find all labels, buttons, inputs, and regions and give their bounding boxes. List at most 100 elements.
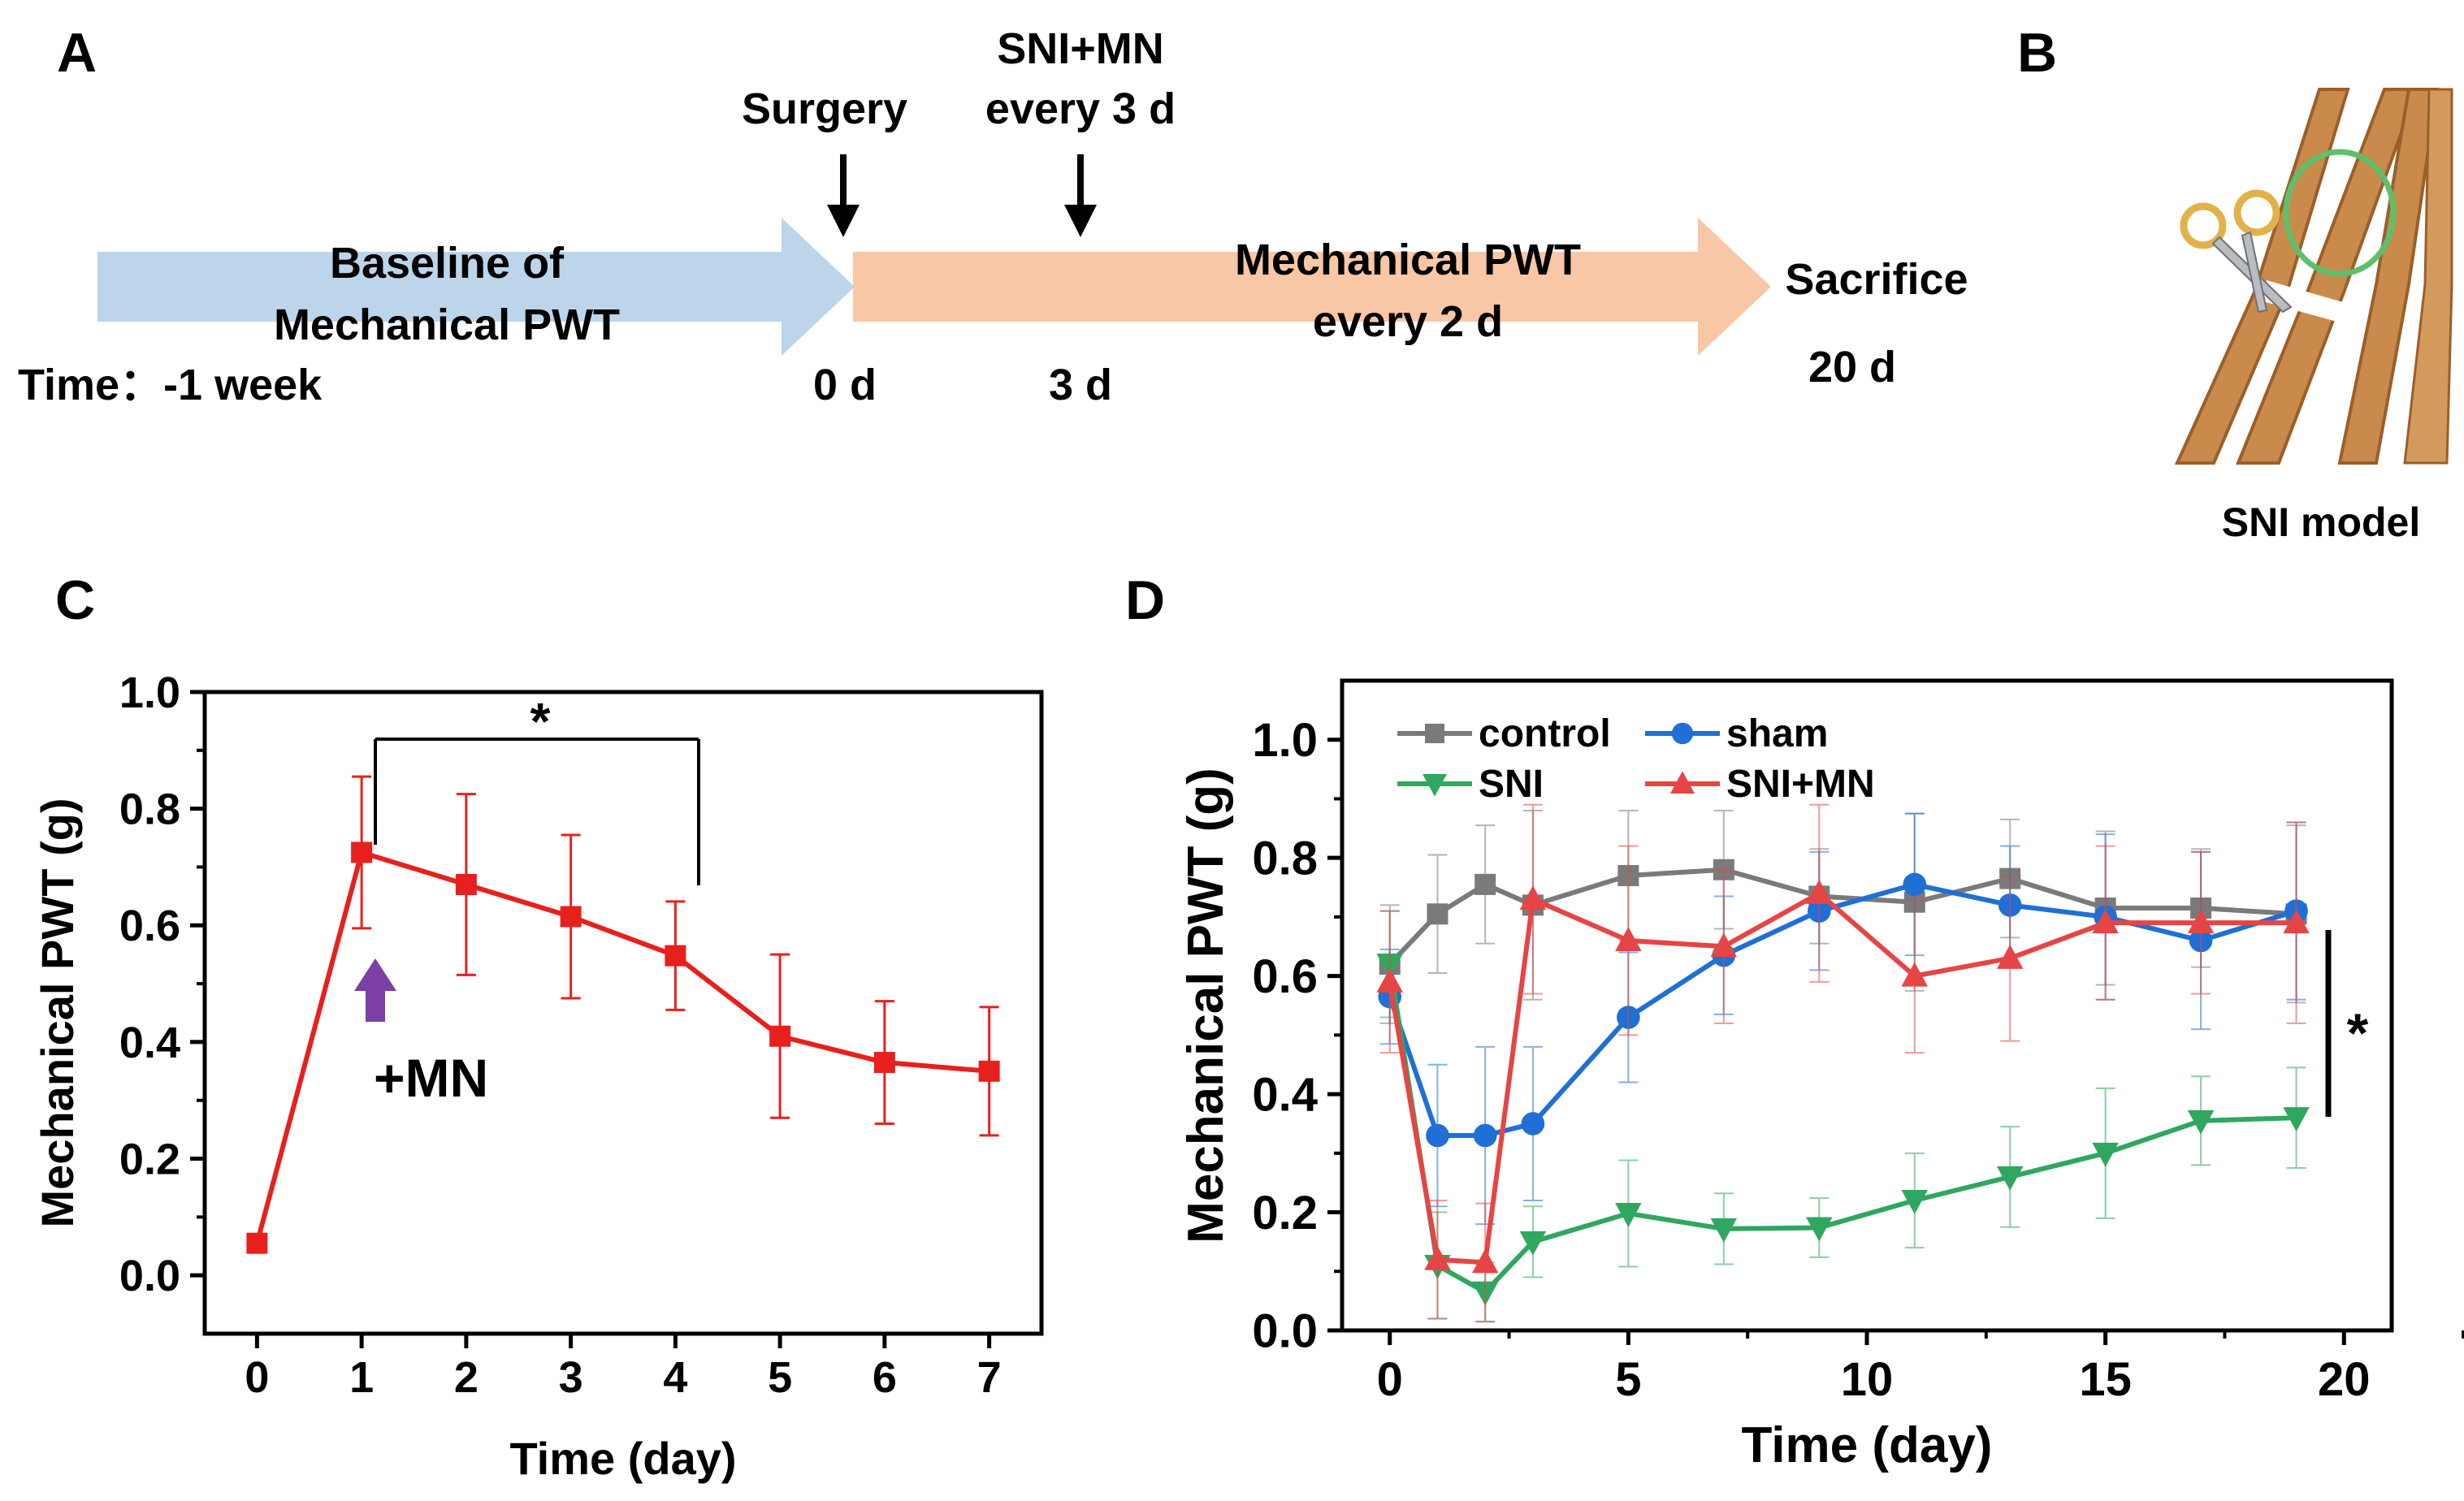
significance-star-d: * bbox=[2347, 1002, 2369, 1064]
chart-d-ylabel: Mechanical PWT (g) bbox=[1178, 768, 1234, 1244]
time-label: Time：-1 week bbox=[18, 361, 323, 409]
x-tick-label: 1 bbox=[349, 1353, 374, 1402]
series-line bbox=[254, 850, 989, 1244]
legend-label: SNI+MN bbox=[1726, 763, 1875, 806]
baseline-label-line1: Baseline of bbox=[330, 239, 565, 288]
series-sni bbox=[1376, 910, 2310, 1323]
data-point bbox=[769, 1025, 791, 1047]
series-sni-mn bbox=[246, 775, 1000, 1254]
treatment-arrow bbox=[853, 218, 1771, 356]
legend-swatch-marker bbox=[1671, 722, 1694, 745]
y-tick-label: 0.4 bbox=[119, 1019, 180, 1067]
data-point bbox=[1521, 1112, 1545, 1135]
x-tick-label: 4 bbox=[663, 1353, 687, 1402]
sacrifice-label: Sacrifice bbox=[1785, 255, 1968, 304]
ligation-loop bbox=[2283, 149, 2397, 277]
x-tick-label: 0 bbox=[245, 1353, 269, 1402]
x-tick-label: 6 bbox=[873, 1353, 897, 1402]
data-point bbox=[2283, 909, 2310, 934]
series-sni-mn bbox=[1376, 803, 2310, 1323]
data-point bbox=[1376, 968, 1403, 993]
y-tick-label: 0.0 bbox=[1252, 1304, 1318, 1357]
legend-swatch-marker bbox=[1425, 724, 1444, 743]
sni-model-label: SNI model bbox=[2222, 500, 2420, 545]
y-tick-label: 0.6 bbox=[119, 902, 180, 950]
y-tick-label: 1.0 bbox=[1252, 714, 1318, 767]
x-tick-label: 15 bbox=[2079, 1353, 2132, 1406]
legend-swatch-marker bbox=[1670, 771, 1695, 794]
y-tick-label: 1.0 bbox=[119, 668, 180, 717]
treatment-arrow-icon bbox=[1064, 154, 1097, 237]
data-point bbox=[1996, 1166, 2024, 1191]
x-tick-label: 5 bbox=[1615, 1353, 1641, 1406]
panel-d: D 0 5 10 15 20 0.0 0.2 0.4 0.6 0.8 1.0 control sham… bbox=[1125, 569, 2464, 1473]
baseline-label-line2: Mechanical PWT bbox=[274, 301, 620, 349]
sni-mn-label-line1: SNI+MN bbox=[997, 24, 1164, 73]
mn-arrow-label: +MN bbox=[374, 1048, 488, 1108]
data-point bbox=[351, 841, 373, 863]
data-point bbox=[1996, 944, 2024, 969]
time-3d: 3 d bbox=[1049, 361, 1112, 409]
chart-c: 0 1 2 3 4 5 6 7 0.0 0.2 0.4 0.6 0.8 1.0 * +MN Time (d… bbox=[32, 668, 1044, 1484]
x-tick-label: 5 bbox=[768, 1353, 792, 1402]
y-tick-label: 0.6 bbox=[1252, 950, 1318, 1003]
chart-d: 0 5 10 15 20 0.0 0.2 0.4 0.6 0.8 1.0 control sham SN… bbox=[1178, 678, 2464, 1473]
legend-swatch-marker bbox=[1423, 774, 1447, 797]
chart-d-legend: control sham SNI SNI+MN bbox=[1397, 712, 1875, 806]
time-20d: 20 d bbox=[1808, 343, 1896, 391]
legend-item-control: control bbox=[1397, 712, 1611, 755]
data-point bbox=[2187, 909, 2215, 934]
y-tick-label: 0.0 bbox=[119, 1252, 180, 1300]
data-point bbox=[1806, 1217, 1833, 1242]
data-point bbox=[2283, 1107, 2310, 1132]
data-point bbox=[246, 1232, 268, 1254]
panel-c: C 0 1 2 3 4 5 6 7 0.0 0.2 0.4 0.6 0.8 1.0 * +MN Time … bbox=[32, 569, 1044, 1484]
data-point bbox=[978, 1060, 1000, 1082]
x-tick-label: 10 bbox=[1841, 1353, 1894, 1406]
x-tick-label: 7 bbox=[977, 1353, 1002, 1402]
data-point bbox=[665, 945, 686, 967]
data-point bbox=[1424, 1245, 1451, 1270]
y-tick-label: 0.8 bbox=[119, 785, 180, 834]
data-point bbox=[1519, 1231, 1547, 1256]
surgery-arrow-icon bbox=[827, 154, 860, 237]
legend-item-sni-mn: SNI+MN bbox=[1645, 763, 1875, 806]
data-point bbox=[1710, 1218, 1738, 1243]
y-tick-label: 0.2 bbox=[1252, 1187, 1318, 1239]
panel-label-c: C bbox=[55, 569, 95, 631]
y-tick-label: 0.4 bbox=[1252, 1068, 1318, 1121]
y-tick-label: 0.8 bbox=[1252, 832, 1318, 885]
data-point bbox=[1427, 903, 1449, 925]
data-point bbox=[1475, 873, 1496, 895]
series-line bbox=[1387, 890, 2297, 1265]
scissors-icon bbox=[2180, 189, 2293, 314]
chart-d-xlabel: Time (day) bbox=[1742, 1417, 1993, 1473]
x-tick-label: 3 bbox=[559, 1353, 583, 1402]
y-tick-label: 0.2 bbox=[119, 1135, 180, 1183]
chart-c-ylabel: Mechanical PWT (g) bbox=[32, 798, 83, 1228]
nerve-illustration bbox=[2174, 88, 2453, 465]
data-point bbox=[1903, 872, 1927, 897]
data-point bbox=[455, 874, 477, 895]
data-point bbox=[1519, 885, 1547, 911]
legend-label: sham bbox=[1726, 712, 1828, 755]
legend-item-sham: sham bbox=[1645, 712, 1828, 755]
panel-label-a: A bbox=[57, 22, 97, 84]
significance-star-c: * bbox=[530, 692, 551, 750]
chart-c-xlabel: Time (day) bbox=[509, 1433, 736, 1484]
data-point bbox=[1806, 879, 1833, 904]
data-point bbox=[1473, 1123, 1497, 1148]
data-point bbox=[873, 1052, 895, 1074]
panel-a: A Baseline of Mechanical PWT Surgery SNI… bbox=[18, 22, 1968, 409]
data-point bbox=[1901, 962, 1928, 987]
data-point bbox=[1471, 1248, 1499, 1274]
data-point bbox=[560, 906, 582, 928]
data-point bbox=[1710, 932, 1738, 958]
mn-arrow-icon bbox=[354, 958, 396, 1022]
data-point bbox=[1901, 1190, 1928, 1214]
pwt-label-line1: Mechanical PWT bbox=[1235, 236, 1581, 284]
x-tick-label: 20 bbox=[2318, 1353, 2371, 1406]
surgery-label: Surgery bbox=[742, 84, 907, 133]
